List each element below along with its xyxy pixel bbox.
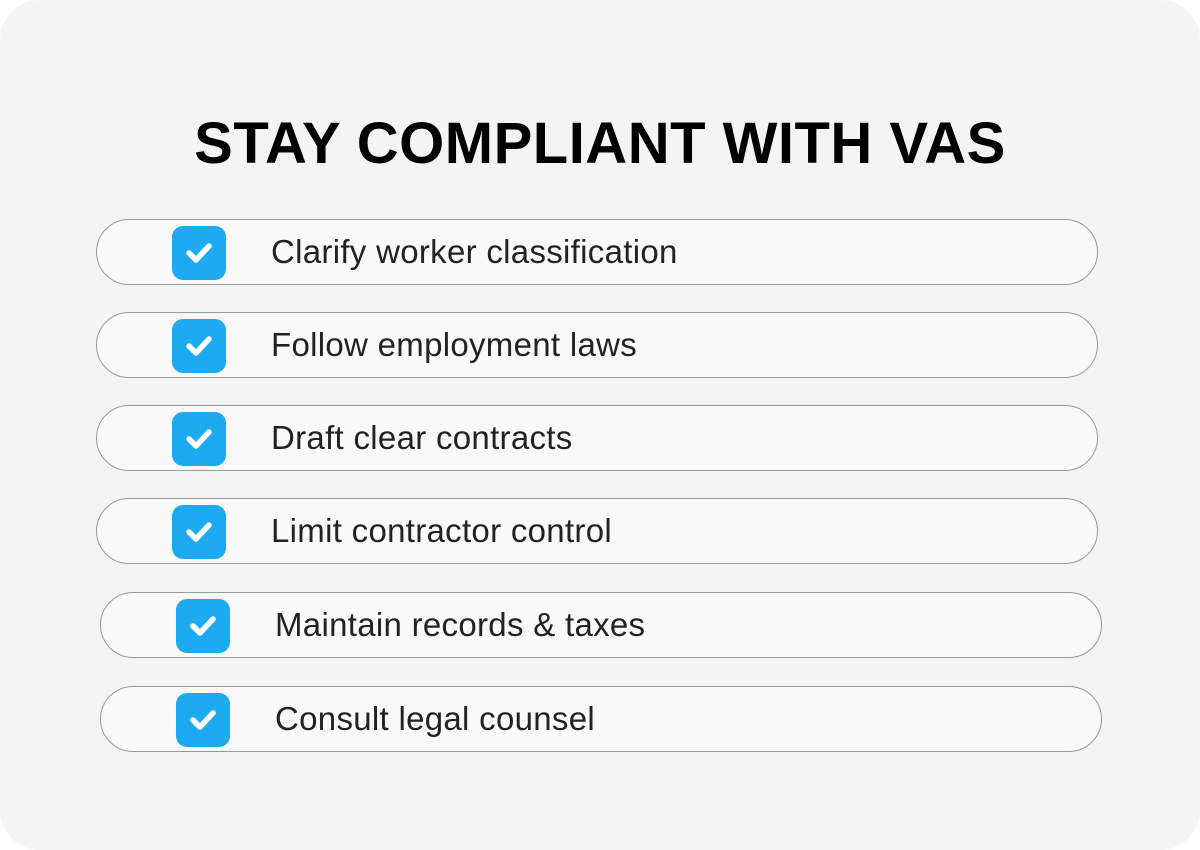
page-title: STAY COMPLIANT WITH VAS: [194, 111, 1006, 176]
checkbox-checked-icon: [172, 226, 226, 280]
item-label: Consult legal counsel: [275, 700, 595, 737]
item-label: Maintain records & taxes: [275, 606, 646, 643]
checklist-item: Maintain records & taxes: [100, 592, 1102, 658]
item-label: Follow employment laws: [271, 326, 638, 363]
checkbox-checked-icon: [172, 505, 226, 559]
item-label: Draft clear contracts: [271, 419, 573, 456]
checkbox-checked-icon: [172, 319, 226, 373]
item-label: Clarify worker classification: [271, 233, 678, 270]
checklist-item: Draft clear contracts: [96, 405, 1098, 471]
checklist-item: Follow employment laws: [96, 312, 1098, 378]
item-label: Limit contractor control: [271, 512, 612, 549]
checkbox-checked-icon: [176, 599, 230, 653]
checklist-item: Limit contractor control: [96, 498, 1098, 564]
checklist-item: Consult legal counsel: [100, 686, 1102, 752]
checklist-item: Clarify worker classification: [96, 219, 1098, 285]
checkbox-checked-icon: [172, 412, 226, 466]
checkbox-checked-icon: [176, 693, 230, 747]
